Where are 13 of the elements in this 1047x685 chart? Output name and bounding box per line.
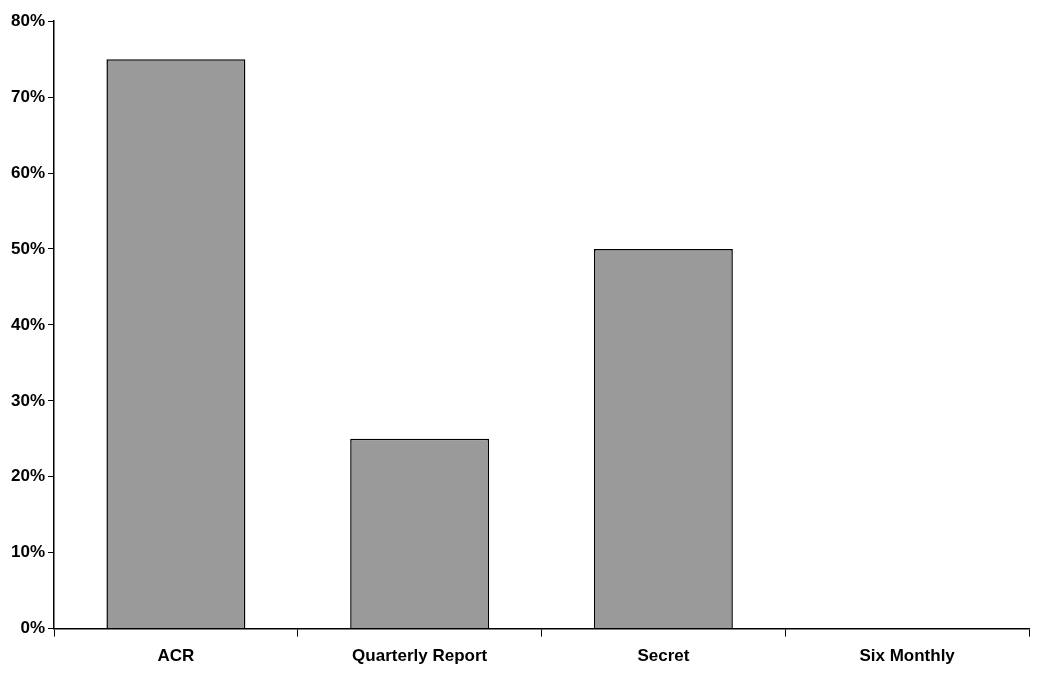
x-tick-label: ACR bbox=[157, 646, 195, 666]
y-tick-label: 50% bbox=[10, 238, 46, 258]
x-tick-label: Secret bbox=[637, 646, 690, 666]
y-tick-label: 60% bbox=[10, 162, 46, 182]
y-tick-label: 10% bbox=[10, 542, 46, 562]
x-tick-label: Six Monthly bbox=[859, 646, 956, 666]
y-tick-label: 0% bbox=[20, 618, 46, 638]
y-tick-label: 80% bbox=[10, 10, 46, 30]
x-tick-label: Quarterly Report bbox=[352, 646, 488, 666]
y-tick-label: 20% bbox=[10, 466, 46, 486]
y-tick-label: 40% bbox=[10, 314, 46, 334]
y-tick-label: 30% bbox=[10, 390, 46, 410]
y-tick-label: 70% bbox=[10, 86, 46, 106]
